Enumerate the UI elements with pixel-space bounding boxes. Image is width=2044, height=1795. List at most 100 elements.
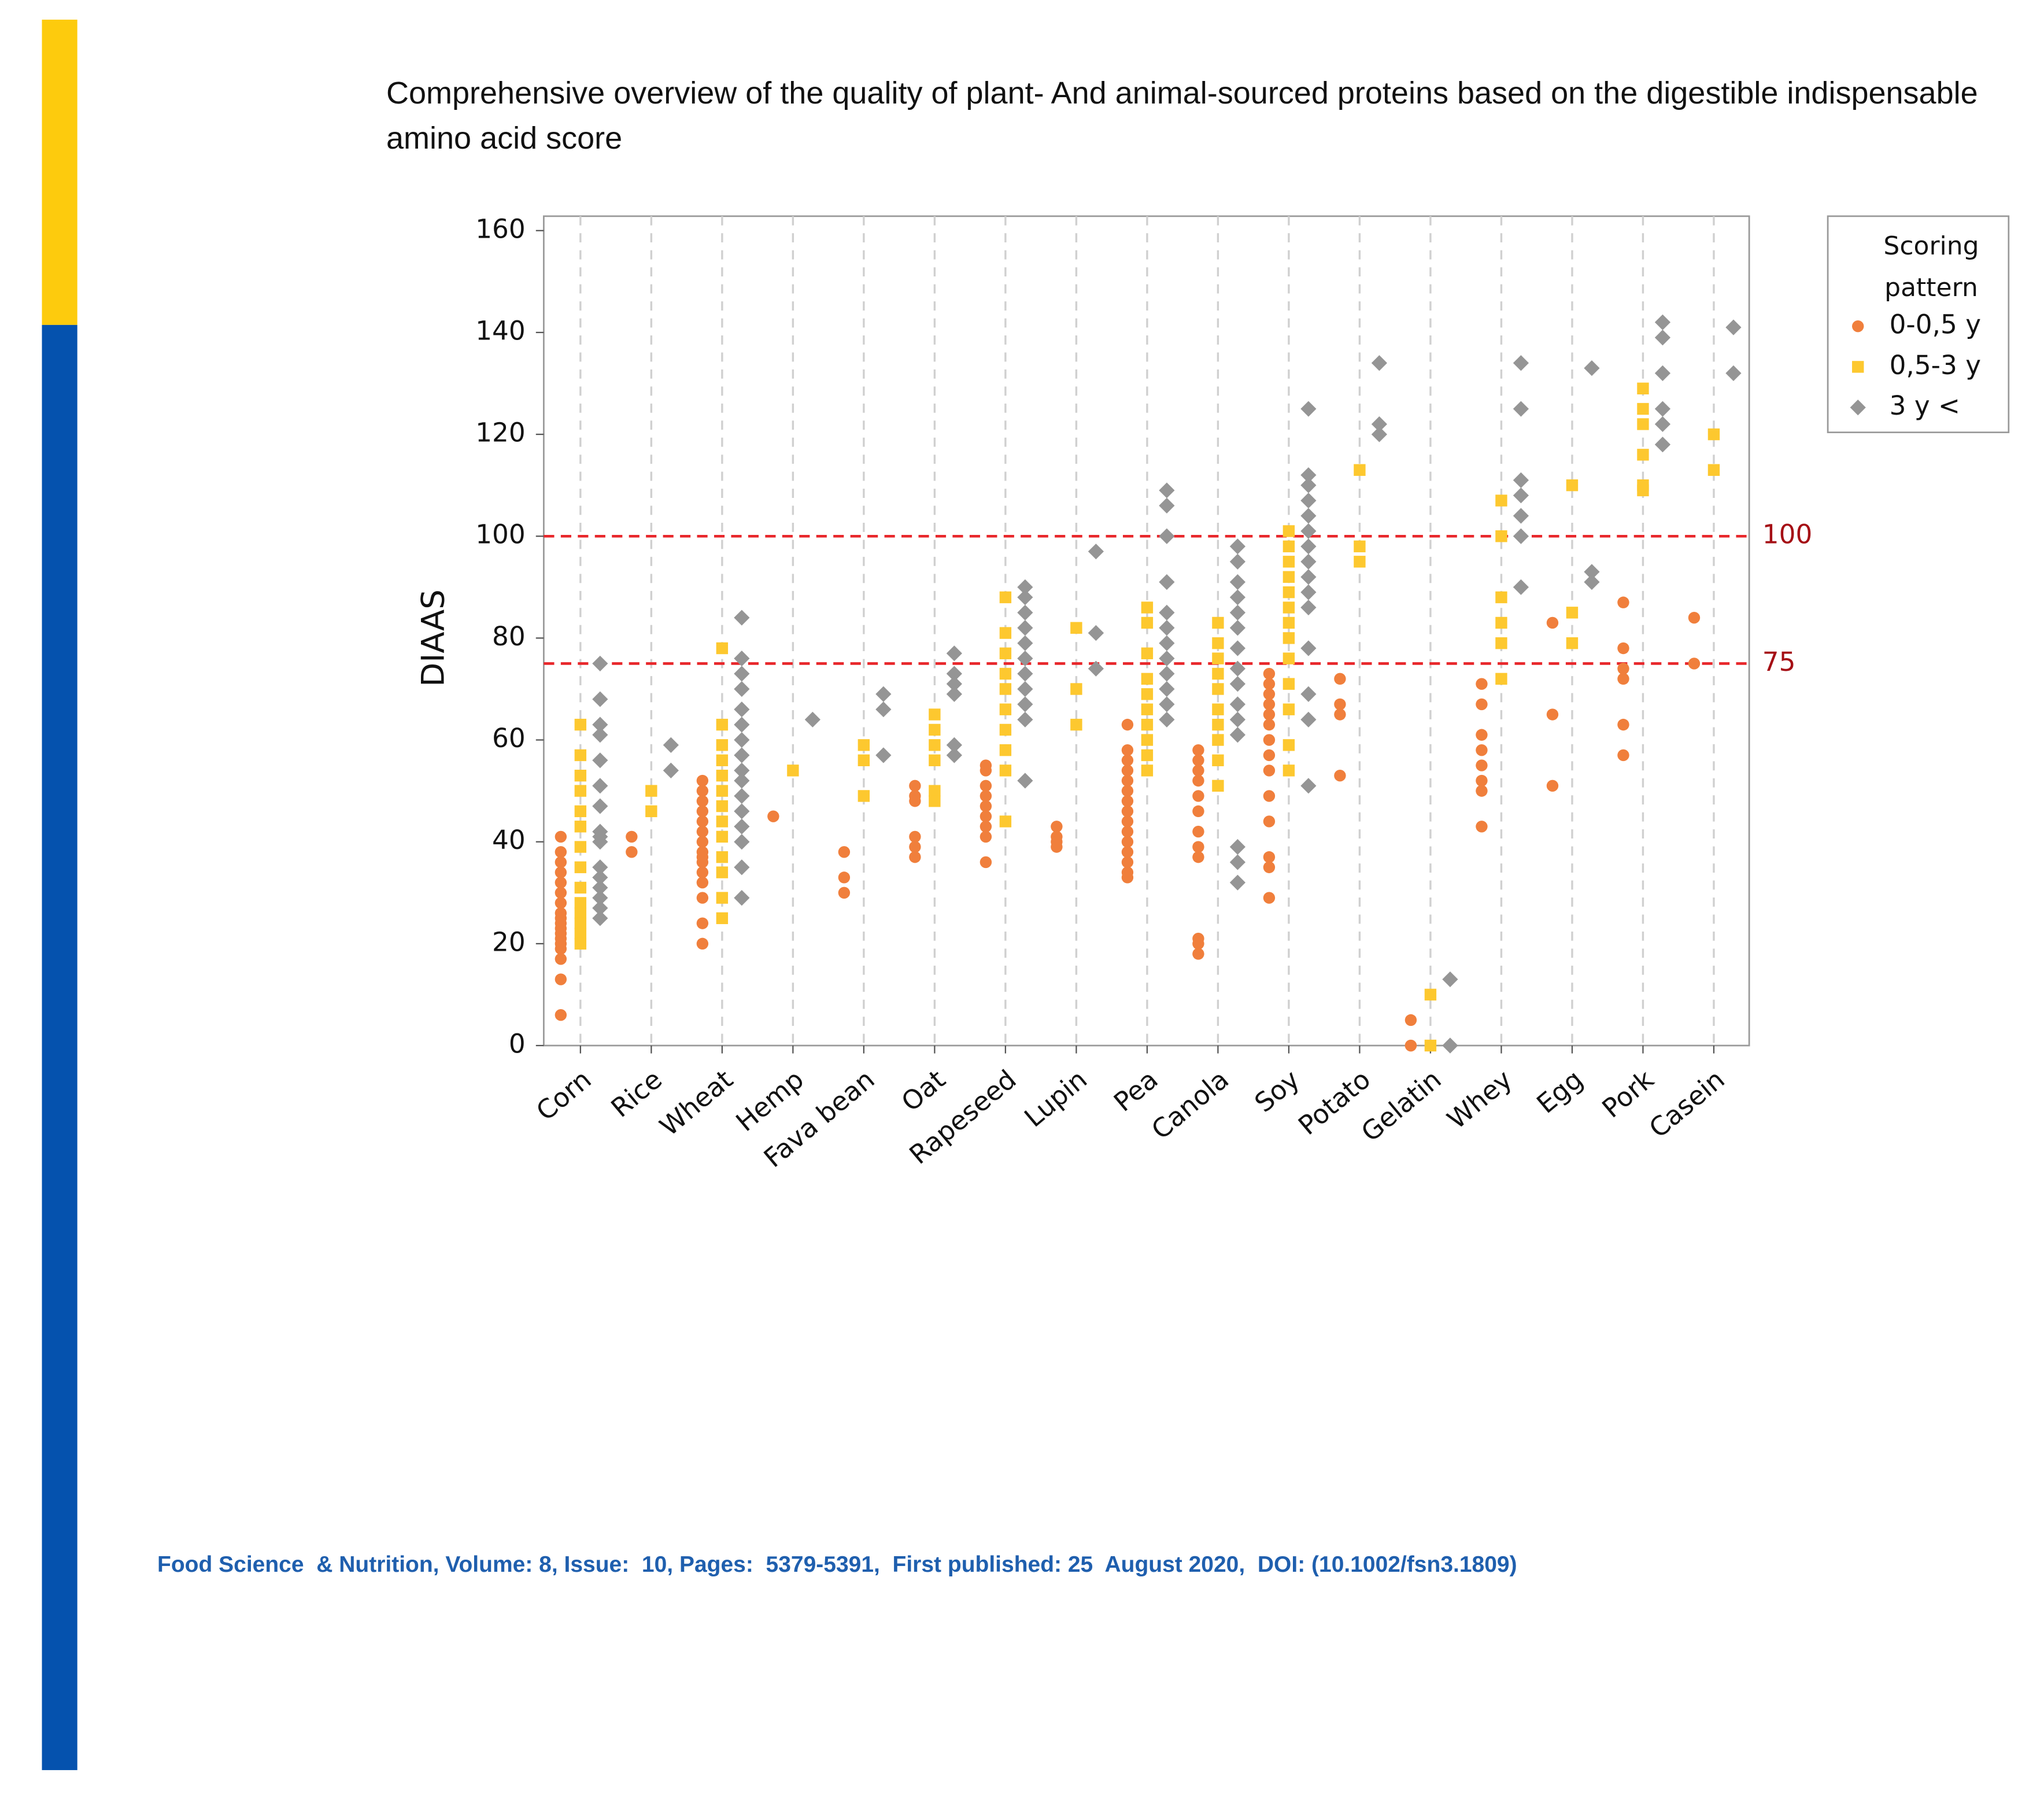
data-point xyxy=(1121,795,1134,807)
data-point xyxy=(999,683,1012,695)
data-point xyxy=(592,691,608,707)
data-point xyxy=(929,723,941,736)
data-point xyxy=(696,815,709,828)
data-point xyxy=(696,795,709,807)
data-point xyxy=(1121,836,1134,848)
data-point xyxy=(734,773,750,789)
data-point xyxy=(716,770,729,782)
data-point xyxy=(574,785,587,797)
data-point xyxy=(1159,574,1175,590)
data-point xyxy=(1495,494,1507,507)
data-point xyxy=(909,841,921,853)
data-point xyxy=(1282,652,1295,664)
x-tick-label: Lupin xyxy=(1019,1064,1093,1133)
data-point xyxy=(946,686,962,702)
data-point xyxy=(980,821,992,833)
data-point xyxy=(1513,487,1529,504)
data-point xyxy=(592,798,608,814)
data-point xyxy=(1654,437,1671,453)
data-point xyxy=(1371,416,1388,433)
data-point xyxy=(1513,528,1529,544)
data-point xyxy=(980,790,992,802)
data-point xyxy=(999,627,1012,639)
y-axis-label: DIAAS xyxy=(415,589,451,686)
data-point xyxy=(999,591,1012,604)
data-point xyxy=(1354,540,1366,553)
data-point xyxy=(1654,416,1671,433)
legend-title: Scoring pattern xyxy=(1883,231,1979,302)
data-point xyxy=(663,762,679,778)
data-point xyxy=(999,723,1012,736)
data-point xyxy=(946,737,962,753)
data-point xyxy=(1017,589,1033,605)
y-tick-label: 60 xyxy=(492,723,526,754)
data-point xyxy=(1404,1039,1417,1052)
data-point xyxy=(1017,773,1033,789)
data-point xyxy=(574,937,587,950)
data-point xyxy=(716,815,729,828)
data-point xyxy=(1229,854,1245,870)
data-point xyxy=(1282,556,1295,568)
data-point xyxy=(734,681,750,697)
data-point xyxy=(1513,355,1529,371)
data-point xyxy=(592,778,608,794)
data-point xyxy=(1121,846,1134,858)
data-point xyxy=(1229,538,1245,555)
data-point xyxy=(555,866,567,878)
data-point xyxy=(1159,620,1175,636)
data-point xyxy=(1584,574,1600,590)
data-point xyxy=(1263,892,1276,904)
data-point xyxy=(1371,355,1388,371)
data-point xyxy=(734,818,750,834)
data-point xyxy=(716,892,729,904)
data-point xyxy=(592,859,608,876)
data-point xyxy=(1017,604,1033,621)
data-point xyxy=(1282,764,1295,777)
data-point xyxy=(696,937,709,950)
data-point xyxy=(1121,856,1134,869)
data-point xyxy=(1070,622,1082,634)
data-point xyxy=(574,805,587,818)
data-point xyxy=(1725,319,1742,335)
data-point xyxy=(1637,382,1649,395)
x-tick-label: Pea xyxy=(1108,1064,1163,1118)
data-point xyxy=(1263,851,1276,863)
data-point xyxy=(946,676,962,692)
data-point xyxy=(1141,647,1154,660)
data-point xyxy=(1192,851,1204,863)
data-point xyxy=(838,846,851,858)
data-point xyxy=(1263,688,1276,700)
data-point xyxy=(645,785,657,797)
x-tick-label: Canola xyxy=(1145,1064,1234,1146)
data-point xyxy=(909,780,921,792)
data-point xyxy=(1513,508,1529,524)
data-point xyxy=(645,805,657,818)
data-point xyxy=(734,651,750,667)
data-point xyxy=(999,647,1012,660)
data-point xyxy=(1212,652,1224,664)
data-point xyxy=(1300,492,1317,509)
data-point xyxy=(592,910,608,926)
data-point xyxy=(734,747,750,763)
data-point xyxy=(592,880,608,896)
data-point xyxy=(1088,544,1104,560)
data-point xyxy=(1371,426,1388,442)
data-point xyxy=(980,764,992,777)
data-point xyxy=(1282,616,1295,629)
data-point xyxy=(1141,749,1154,762)
data-point xyxy=(1300,778,1317,794)
data-point xyxy=(1546,780,1559,792)
data-point xyxy=(1282,586,1295,599)
data-point xyxy=(1637,484,1649,497)
data-point xyxy=(1141,616,1154,629)
data-point xyxy=(696,836,709,848)
data-point xyxy=(1159,666,1175,682)
data-point xyxy=(1654,314,1671,330)
data-point xyxy=(1229,711,1245,727)
data-point xyxy=(1159,635,1175,651)
data-point xyxy=(1017,620,1033,636)
data-point xyxy=(1566,479,1579,492)
data-point xyxy=(857,754,870,766)
data-point xyxy=(1300,711,1317,727)
data-point xyxy=(857,739,870,751)
